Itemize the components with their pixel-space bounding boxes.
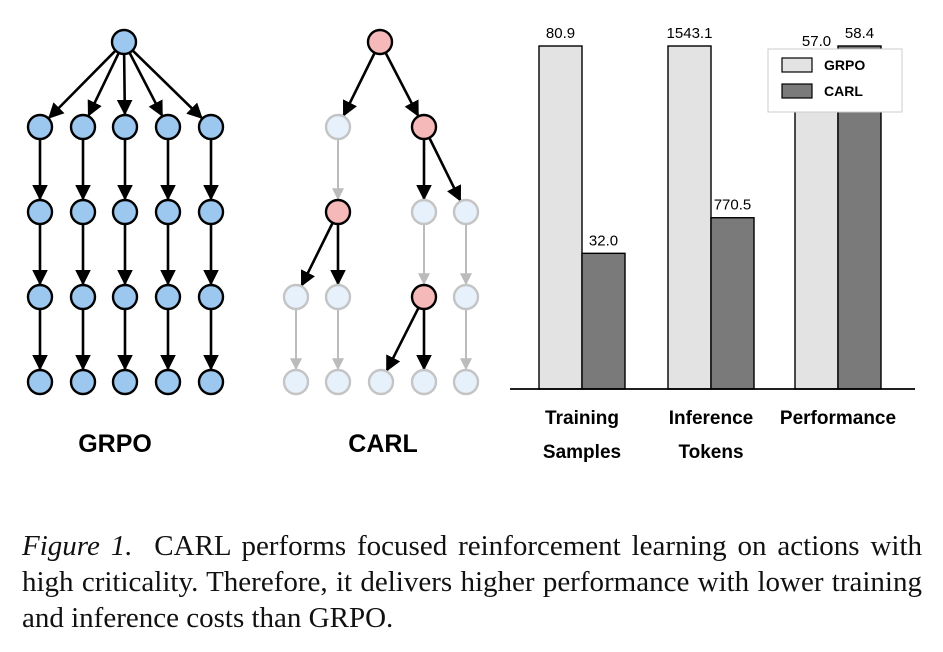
carl-faded-node (410, 368, 438, 396)
carl-faded-node (452, 198, 480, 226)
carl-critical-node (410, 113, 438, 141)
legend-label-carl: CARL (824, 83, 863, 99)
carl-edge (428, 137, 462, 202)
bar-value-label: 770.5 (714, 197, 752, 214)
carl-tree (282, 28, 480, 396)
grpo-node (154, 113, 182, 141)
bar-grpo-1 (667, 45, 712, 390)
bar-value-label: 58.4 (845, 25, 874, 42)
carl-faded-node (410, 198, 438, 226)
carl-critical-node (410, 283, 438, 311)
grpo-node (111, 198, 139, 226)
bar-value-label: 32.0 (589, 232, 618, 249)
caption-label: Figure 1. (22, 530, 133, 562)
bar-carl-1 (710, 217, 755, 390)
carl-faded-node (452, 368, 480, 396)
grpo-node (26, 198, 54, 226)
carl-faded-node (324, 113, 352, 141)
grpo-node (111, 113, 139, 141)
carl-critical-node (366, 28, 394, 56)
carl-faded-node (452, 283, 480, 311)
carl-faded-node (282, 283, 310, 311)
carl-tree-label: CARL (348, 430, 417, 458)
grpo-edge (128, 52, 164, 117)
grpo-node (197, 113, 225, 141)
grpo-node (69, 283, 97, 311)
grpo-tree-label: GRPO (78, 430, 152, 458)
grpo-node (154, 283, 182, 311)
grpo-node (197, 368, 225, 396)
category-label: Performance (780, 408, 896, 429)
bar-value-label: 1543.1 (667, 25, 713, 42)
grpo-node (26, 113, 54, 141)
grpo-node (69, 113, 97, 141)
grpo-tree (26, 28, 225, 396)
category-label: Inference (669, 408, 753, 429)
figure-caption: Figure 1. CARL performs focused reinforc… (22, 528, 922, 636)
bar-value-label: 57.0 (802, 33, 831, 50)
grpo-node (197, 198, 225, 226)
carl-critical-node (324, 198, 352, 226)
grpo-node (26, 283, 54, 311)
bar-carl-0 (581, 252, 626, 390)
grpo-node (26, 368, 54, 396)
category-label: Tokens (678, 442, 743, 463)
grpo-node (69, 198, 97, 226)
caption-text: CARL performs focused reinforcement lear… (22, 530, 922, 634)
bar-grpo-0 (538, 45, 583, 390)
carl-edge (384, 52, 420, 117)
carl-faded-node (282, 368, 310, 396)
legend-swatch-grpo (781, 57, 813, 73)
category-label: Samples (543, 442, 621, 463)
grpo-node (197, 283, 225, 311)
carl-faded-node (324, 368, 352, 396)
grpo-root-node (110, 28, 138, 56)
carl-faded-node (367, 368, 395, 396)
legend-label-grpo: GRPO (824, 57, 865, 73)
grpo-edge (87, 52, 120, 117)
carl-edge (342, 52, 376, 117)
bar-value-label: 80.9 (546, 25, 575, 42)
grpo-node (111, 283, 139, 311)
category-label: Training (545, 408, 619, 429)
grpo-node (154, 198, 182, 226)
legend-swatch-carl (781, 83, 813, 99)
carl-edge (385, 307, 420, 372)
carl-edge (300, 222, 334, 287)
carl-faded-node (324, 283, 352, 311)
grpo-node (154, 368, 182, 396)
bar-chart: 80.9 32.0 Training Samples 1543.1 770.5 Infere… (510, 25, 915, 463)
grpo-edge (48, 49, 117, 119)
grpo-edge (116, 53, 133, 116)
grpo-node (69, 368, 97, 396)
grpo-edge (131, 49, 203, 120)
grpo-node (111, 368, 139, 396)
legend: GRPO CARL (767, 48, 903, 113)
